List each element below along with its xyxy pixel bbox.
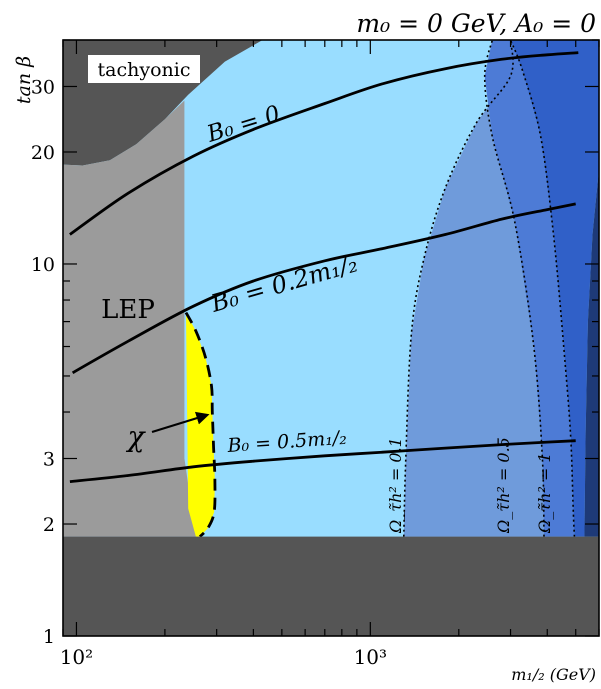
- contour-relic-0.5: [483, 40, 545, 537]
- x-axis-label: m₁/₂ (GeV): [511, 665, 596, 684]
- contour-chi-boundary: [184, 311, 217, 538]
- omega-01-label: Ω_τ̃h² = 0.1: [386, 437, 405, 534]
- chi-arrow: [151, 411, 210, 434]
- y-axis-label: tan β: [13, 56, 35, 104]
- y-tick-label: 30: [31, 76, 55, 98]
- series-line-3: [69, 439, 576, 483]
- bottom-layer: [63, 536, 599, 636]
- contour-layer: [184, 40, 576, 538]
- lep-label: LEP: [101, 295, 155, 325]
- series-line-2: [71, 202, 576, 375]
- y-tick-label: 20: [31, 142, 55, 164]
- contour-relic-1: [509, 40, 576, 537]
- tachyonic-label: tachyonic: [98, 59, 191, 81]
- omega-1-label: Ω_τ̃h² = 1: [535, 452, 554, 534]
- y-tick-label: 10: [31, 254, 55, 276]
- tick-layer: 10² 10³ 1 2 3 10 20 30: [31, 39, 600, 669]
- chart-title: m₀ = 0 GeV, A₀ = 0: [356, 9, 596, 38]
- series-line-1: [69, 51, 579, 236]
- omega-05-label: Ω_τ̃h² = 0.5: [494, 437, 513, 534]
- line-layer: [69, 51, 579, 483]
- plot-frame: [62, 39, 600, 637]
- x-tick-label: 10²: [60, 645, 93, 669]
- tachyonic-label-box: [88, 55, 200, 83]
- region-relic-1: [510, 40, 599, 537]
- region-relic-0.1-0.5: [403, 40, 544, 537]
- chi-label: χ: [126, 420, 147, 453]
- y-tick-label: 1: [43, 626, 55, 648]
- contour-relic-0.1: [403, 40, 514, 537]
- region-relic-0.5-1: [484, 40, 575, 537]
- y-tick-label: 3: [43, 449, 55, 471]
- y-tick-label: 2: [43, 514, 55, 536]
- region-relic-high: [584, 169, 599, 537]
- x-tick-label: 10³: [354, 645, 387, 669]
- bottom-excluded-region: [63, 536, 599, 636]
